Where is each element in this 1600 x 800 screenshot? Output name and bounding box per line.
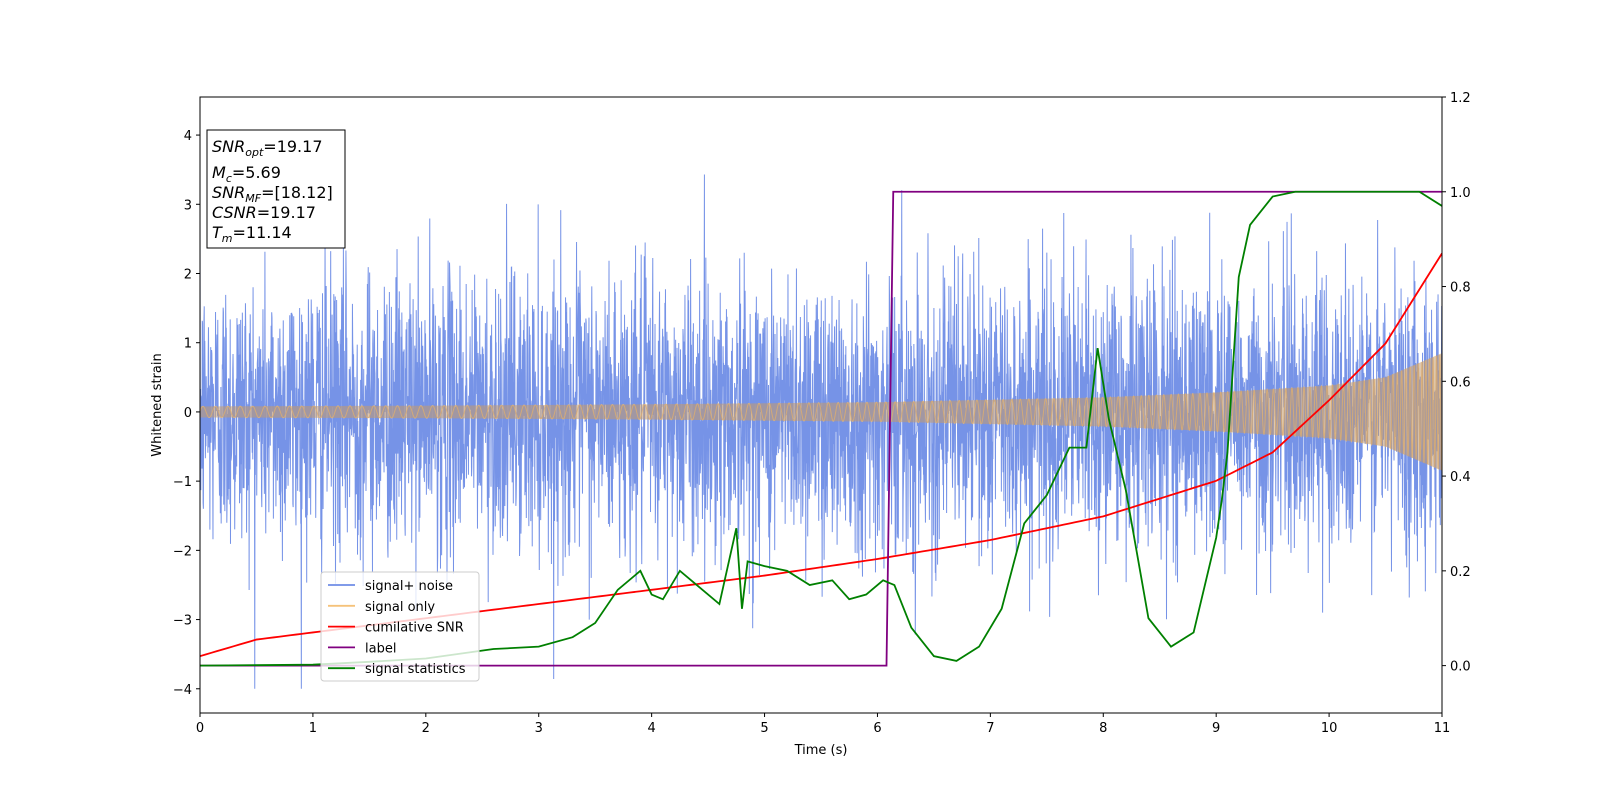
legend-label: signal only xyxy=(365,600,435,615)
info-snr-mf: SNRMF=[18.12] xyxy=(212,183,333,205)
y-left-tick-label: 4 xyxy=(184,129,192,144)
info-snr-mf-value: =[18.12] xyxy=(261,183,333,202)
series-label xyxy=(200,190,1442,667)
y-left-tick-label: −4 xyxy=(173,683,192,698)
x-tick-label: 8 xyxy=(1099,721,1107,736)
info-tm-sub: m xyxy=(222,232,233,245)
info-snr-opt: SNRopt=19.17 xyxy=(212,137,323,159)
info-snr-opt-sub: opt xyxy=(245,146,264,159)
y-left-tick-label: −3 xyxy=(173,614,192,629)
x-axis-ticks: 0 1 2 3 4 5 6 7 8 9 10 11 xyxy=(196,713,1450,736)
legend: signal+ noise signal only cumilative SNR la… xyxy=(320,571,480,682)
x-tick-label: 11 xyxy=(1434,721,1451,736)
legend-label: signal statistics xyxy=(365,662,466,677)
y-left-tick-label: 2 xyxy=(184,267,192,282)
info-mc: Mc=5.69 xyxy=(212,163,281,185)
y-right-axis-ticks: 1.2 1.0 0.8 0.6 0.4 0.2 0.0 xyxy=(1442,91,1471,675)
info-snr-mf-var: SNR xyxy=(212,183,245,202)
info-mc-value: =5.69 xyxy=(232,163,281,182)
y-left-tick-label: −2 xyxy=(173,544,192,559)
x-tick-label: 0 xyxy=(196,721,204,736)
info-tm-var: T xyxy=(212,223,223,242)
info-csnr-var: CSNR xyxy=(212,203,257,222)
legend-label: cumilative SNR xyxy=(365,621,464,636)
info-csnr: CSNR=19.17 xyxy=(212,203,316,222)
legend-label: signal+ noise xyxy=(365,579,453,594)
y-right-tick-label: 1.0 xyxy=(1450,186,1471,201)
x-axis-title: Time (s) xyxy=(794,743,848,758)
series-signal-statistics xyxy=(200,190,1442,667)
y-right-tick-label: 1.2 xyxy=(1450,91,1471,106)
info-tm-value: =11.14 xyxy=(233,223,292,242)
x-tick-label: 5 xyxy=(760,721,768,736)
legend-label: label xyxy=(365,641,396,656)
info-csnr-value: =19.17 xyxy=(257,203,316,222)
y-left-tick-label: −1 xyxy=(173,475,192,490)
plot-frame xyxy=(199,96,1443,714)
y-left-axis-ticks: 4 3 2 1 0 −1 −2 −3 −4 xyxy=(173,129,200,698)
x-tick-label: 2 xyxy=(422,721,430,736)
x-tick-label: 1 xyxy=(309,721,317,736)
info-box-frame xyxy=(206,129,346,249)
x-tick-label: 6 xyxy=(873,721,881,736)
series-signal-only-envelope xyxy=(200,353,1442,471)
y-left-tick-label: 3 xyxy=(184,198,192,213)
x-tick-label: 7 xyxy=(986,721,994,736)
y-right-tick-label: 0.8 xyxy=(1450,281,1471,296)
x-tick-label: 9 xyxy=(1212,721,1220,736)
x-tick-label: 3 xyxy=(535,721,543,736)
legend-frame xyxy=(320,571,480,682)
info-snr-opt-value: =19.17 xyxy=(263,137,322,156)
info-box: SNRopt=19.17 Mc=5.69 SNRMF=[18.12] CSNR=… xyxy=(206,129,346,249)
info-snr-opt-var: SNR xyxy=(212,137,245,156)
x-tick-label: 4 xyxy=(647,721,655,736)
y-right-tick-label: 0.6 xyxy=(1450,375,1471,390)
x-tick-label: 10 xyxy=(1321,721,1338,736)
info-mc-sub: c xyxy=(226,172,232,185)
y-right-tick-label: 0.0 xyxy=(1450,660,1471,675)
y-right-tick-label: 0.4 xyxy=(1450,470,1471,485)
info-tm: Tm=11.14 xyxy=(212,223,292,245)
info-mc-var: M xyxy=(212,163,226,182)
y-right-tick-label: 0.2 xyxy=(1450,565,1471,580)
y-axis-title: Whitened strain xyxy=(150,353,165,456)
y-left-tick-label: 1 xyxy=(184,337,192,352)
info-snr-mf-sub: MF xyxy=(245,192,261,205)
y-left-tick-label: 0 xyxy=(184,406,192,421)
